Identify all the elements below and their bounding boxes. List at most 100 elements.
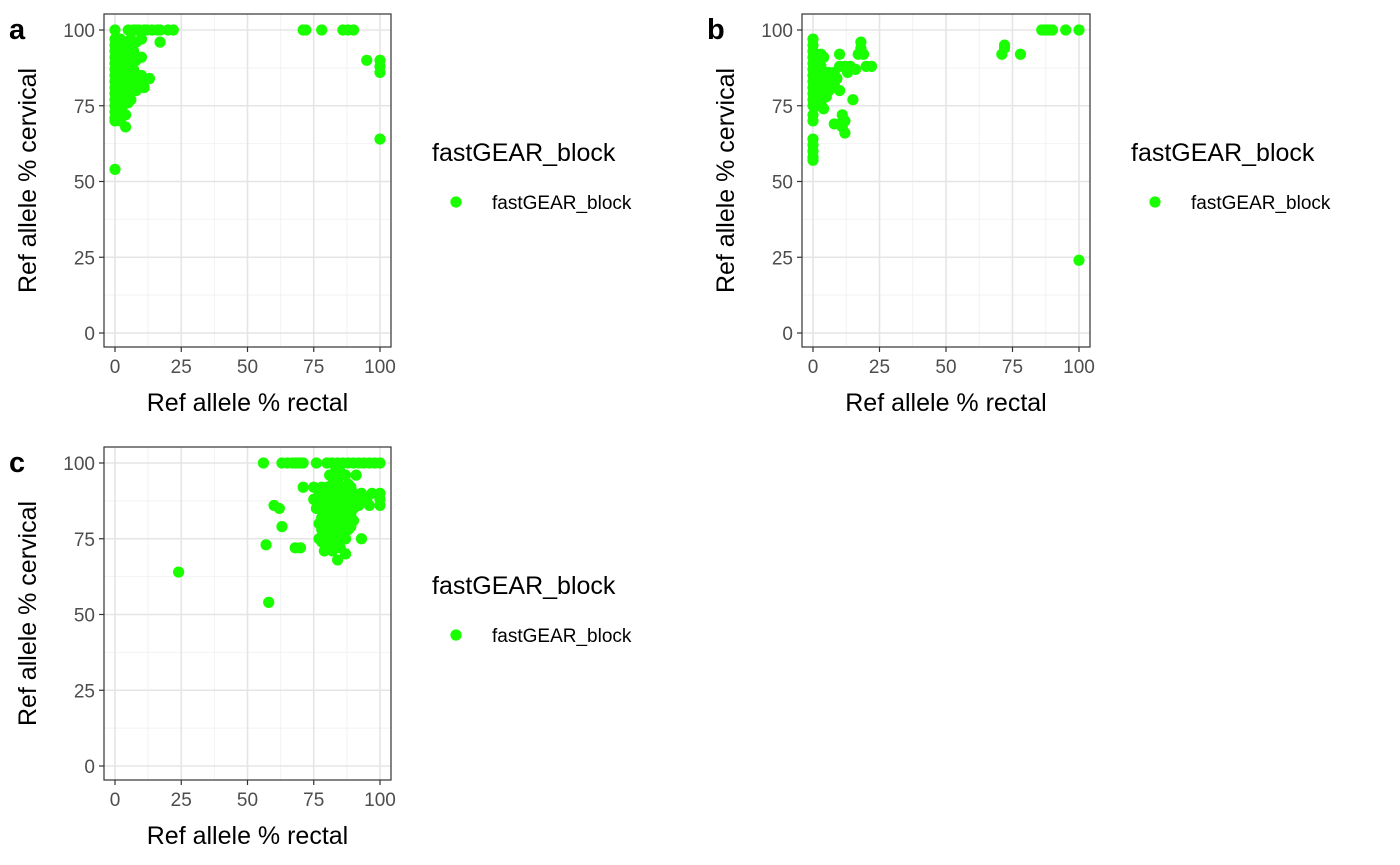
y-tick-label: 25 <box>74 681 95 702</box>
data-point <box>855 37 866 48</box>
y-axis-title: Ref allele % cervical <box>14 501 42 726</box>
data-point <box>263 597 274 608</box>
y-tick-label: 0 <box>84 757 95 778</box>
data-point <box>834 49 845 60</box>
legend-key <box>450 629 461 640</box>
data-point <box>348 24 359 35</box>
y-tick-label: 100 <box>63 21 95 42</box>
data-point <box>807 155 818 166</box>
x-tick-label: 50 <box>935 357 956 378</box>
data-point <box>831 73 842 84</box>
data-point <box>120 121 131 132</box>
x-tick-label: 100 <box>1063 357 1095 378</box>
data-point <box>374 500 385 511</box>
y-tick-label: 100 <box>63 454 95 475</box>
panel-tag: b <box>707 14 725 46</box>
data-point <box>154 37 165 48</box>
x-axis-title: Ref allele % rectal <box>845 389 1046 417</box>
data-point <box>351 470 362 481</box>
data-point <box>1073 24 1084 35</box>
y-tick-label: 75 <box>74 530 95 551</box>
legend-title: fastGEAR_block <box>1131 139 1315 167</box>
data-point <box>999 40 1010 51</box>
x-tick-label: 0 <box>110 357 121 378</box>
legend-label: fastGEAR_block <box>1191 193 1331 214</box>
data-point <box>348 515 359 526</box>
legend-title: fastGEAR_block <box>432 572 616 600</box>
data-point <box>1015 49 1026 60</box>
data-point <box>364 500 375 511</box>
data-point <box>260 539 271 550</box>
y-tick-label: 25 <box>772 248 793 269</box>
data-point <box>818 52 829 63</box>
data-point <box>295 542 306 553</box>
data-point <box>839 127 850 138</box>
data-point <box>120 109 131 120</box>
data-point <box>136 52 147 63</box>
panel-c: 0 25 50 75 100 0 25 50 75 100 Ref allele % rectal R… <box>9 447 632 850</box>
data-point <box>1073 255 1084 266</box>
legend-key <box>450 196 461 207</box>
data-point <box>374 67 385 78</box>
data-point <box>361 55 372 66</box>
y-tick-label: 75 <box>772 97 793 118</box>
data-point <box>858 49 869 60</box>
y-tick-label: 75 <box>74 97 95 118</box>
y-tick-label: 0 <box>84 324 95 345</box>
data-point <box>374 457 385 468</box>
x-tick-label: 100 <box>364 357 396 378</box>
y-tick-label: 0 <box>782 324 793 345</box>
x-tick-label: 75 <box>303 357 324 378</box>
x-axis-title: Ref allele % rectal <box>147 822 348 850</box>
data-point <box>311 457 322 468</box>
y-tick-label: 50 <box>74 606 95 627</box>
data-point <box>276 521 287 532</box>
x-axis-title: Ref allele % rectal <box>147 389 348 417</box>
data-point <box>173 566 184 577</box>
data-point <box>839 115 850 126</box>
data-point <box>274 503 285 514</box>
data-point <box>340 548 351 559</box>
x-tick-label: 75 <box>1002 357 1023 378</box>
data-point <box>109 164 120 175</box>
data-point <box>300 24 311 35</box>
data-point <box>1047 24 1058 35</box>
x-tick-label: 25 <box>171 790 192 811</box>
data-point <box>356 533 367 544</box>
x-tick-label: 0 <box>110 790 121 811</box>
data-point <box>818 103 829 114</box>
y-tick-label: 50 <box>74 173 95 194</box>
y-axis-title: Ref allele % cervical <box>712 68 740 293</box>
y-tick-label: 50 <box>772 173 793 194</box>
x-tick-label: 50 <box>237 357 258 378</box>
legend-label: fastGEAR_block <box>492 193 632 214</box>
x-tick-label: 75 <box>303 790 324 811</box>
legend-label: fastGEAR_block <box>492 626 632 647</box>
data-point <box>1060 24 1071 35</box>
panel-tag: c <box>9 447 25 479</box>
y-axis-title: Ref allele % cervical <box>14 68 42 293</box>
y-tick-label: 25 <box>74 248 95 269</box>
data-point <box>847 94 858 105</box>
data-point <box>807 115 818 126</box>
data-point <box>144 73 155 84</box>
x-tick-label: 100 <box>364 790 396 811</box>
data-point <box>316 24 327 35</box>
x-tick-label: 0 <box>808 357 819 378</box>
data-point <box>866 61 877 72</box>
y-tick-label: 100 <box>761 21 793 42</box>
legend-title: fastGEAR_block <box>432 139 616 167</box>
legend-key <box>1149 196 1160 207</box>
panel-b: 0 25 50 75 100 0 25 50 75 100 Ref allele % rectal R… <box>707 14 1331 417</box>
data-point <box>298 457 309 468</box>
data-point <box>298 482 309 493</box>
x-tick-label: 25 <box>171 357 192 378</box>
x-tick-label: 50 <box>237 790 258 811</box>
data-point <box>850 64 861 75</box>
panel-tag: a <box>9 14 26 46</box>
data-point <box>168 24 179 35</box>
x-tick-label: 25 <box>869 357 890 378</box>
data-point <box>374 133 385 144</box>
data-point <box>258 457 269 468</box>
